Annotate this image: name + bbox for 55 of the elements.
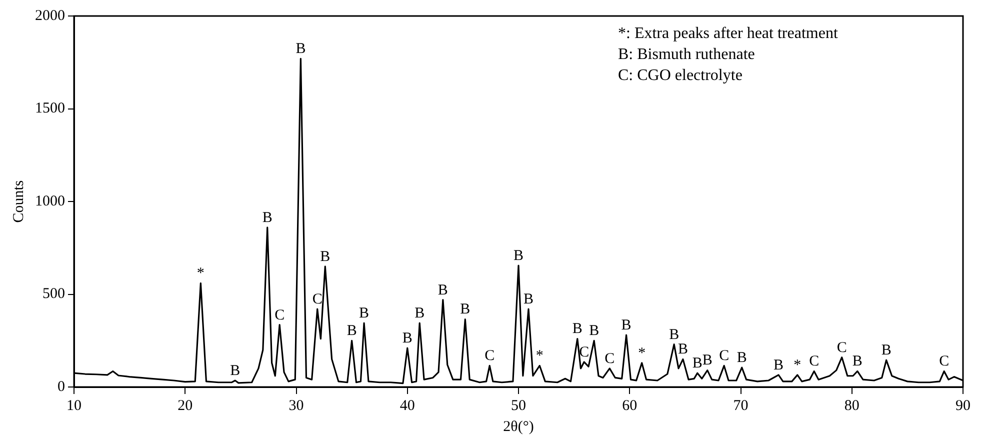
annotation: * [638,345,646,362]
annotation: C: CGO electrolyte [618,67,742,84]
annotation: C [274,307,285,324]
annotation: B [774,357,784,374]
x-tick-label: 70 [733,398,748,414]
annotation: C [939,354,950,370]
annotation: B [523,292,534,308]
annotation: B [881,342,892,359]
annotation: B [692,356,702,372]
annotation: C [809,354,820,370]
x-tick-label: 80 [844,398,860,414]
y-axis-title: Counts [10,180,27,223]
annotation: * [536,348,544,364]
annotation: * [196,266,204,282]
y-tick-label: 1500 [35,100,65,117]
annotation: * [794,357,802,374]
annotation: B [359,305,370,322]
annotation: B [320,248,330,265]
annotation: B [460,302,470,318]
annotation: B [621,317,632,334]
x-tick-label: 20 [178,398,193,414]
annotation: B: Bismuth ruthenate [618,46,755,64]
annotation: B [402,330,412,346]
x-tick-label: 30 [288,398,304,414]
x-tick-label: 50 [511,398,526,414]
annotation: B [296,41,306,58]
annotation: B [262,210,272,226]
x-tick-label: 60 [622,398,638,414]
annotation: B [702,352,712,369]
annotation: B [589,323,600,340]
annotation: B [852,354,862,370]
x-axis-title: 2θ(°) [503,418,534,435]
annotation: *: Extra peaks after heat treatment [618,25,838,42]
annotation: C [579,344,590,360]
annotation: B [736,350,747,366]
annotation: B [678,342,688,358]
annotation: B [346,323,357,340]
x-tick-label: 10 [66,398,82,414]
y-tick-label: 1000 [35,193,65,210]
annotation: B [230,362,240,379]
annotation: C [484,348,495,364]
y-tick-label: 500 [42,286,65,302]
annotation: B [513,248,524,264]
x-tick-label: 90 [956,398,970,414]
annotation: B [414,305,425,322]
annotation: C [604,350,615,367]
x-tick-label: 40 [400,398,415,414]
y-tick-label: 0 [58,378,65,395]
annotation: B [669,326,680,343]
annotation: C [836,340,847,356]
y-tick-label: 2000 [35,8,65,24]
annotation: B [438,282,448,298]
annotation: C [719,348,730,364]
annotation: C [312,292,322,308]
annotation: B [572,321,582,338]
